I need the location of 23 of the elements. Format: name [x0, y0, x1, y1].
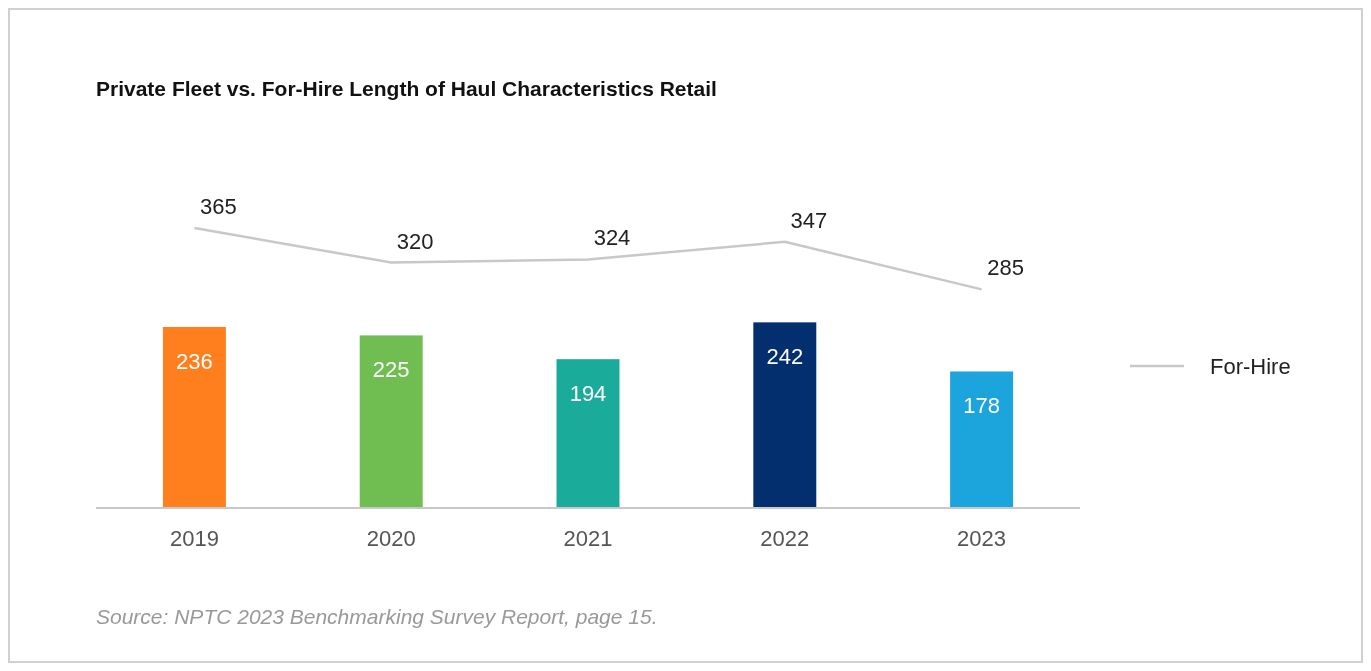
x-tick-label: 2020: [366, 526, 416, 551]
bar: [162, 326, 226, 508]
data-label: 347: [790, 207, 828, 233]
data-label: 242: [766, 344, 804, 370]
data-label: 285: [987, 255, 1024, 281]
data-label: 225: [372, 357, 410, 383]
x-tick-label: 2023: [957, 526, 1007, 551]
x-tick-label: 2022: [760, 526, 810, 551]
data-label: 236: [176, 348, 213, 374]
data-label: 178: [963, 393, 1000, 419]
x-tick-label: 2019: [169, 526, 219, 551]
data-label: 324: [593, 225, 631, 251]
bar: [950, 371, 1014, 508]
bar: [359, 335, 423, 508]
source-note: Source: NPTC 2023 Benchmarking Survey Report, page 15.: [96, 605, 658, 628]
data-label: 194: [569, 381, 607, 407]
data-label: 320: [396, 228, 434, 254]
bar: [556, 359, 620, 508]
data-label: 365: [200, 194, 237, 219]
chart-title: Private Fleet vs. For-Hire Length of Haul Characteristics Retail: [96, 77, 717, 100]
bar: [753, 322, 817, 508]
x-tick-label: 2021: [563, 526, 613, 551]
legend-label: For-Hire: [1210, 354, 1291, 379]
